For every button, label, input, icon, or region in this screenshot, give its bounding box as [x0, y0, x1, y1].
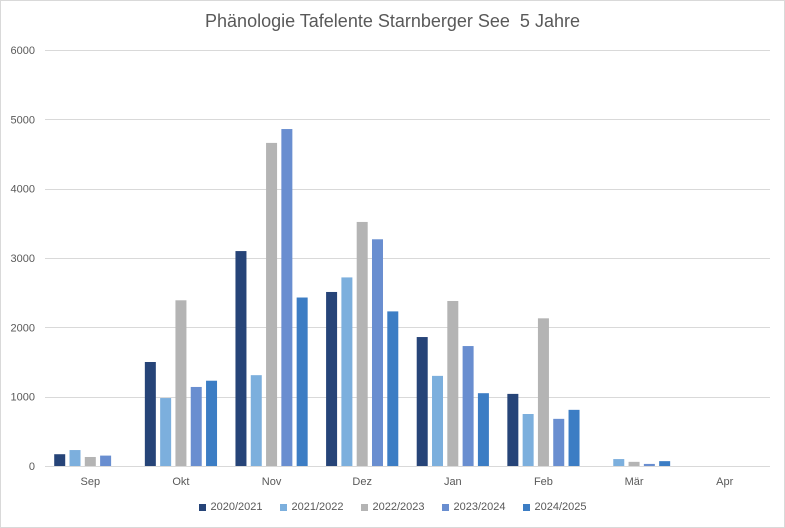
- bar-sep-2022-2023: [84, 456, 96, 466]
- y-tick-label: 2000: [11, 322, 35, 334]
- x-tick-label: Nov: [262, 476, 282, 488]
- legend: 2020/2021 2021/2022 2022/2023 2023/2024 2024…: [0, 501, 785, 513]
- legend-label: 2022/2023: [372, 501, 425, 513]
- legend-item: 2021/2022: [279, 501, 344, 513]
- x-tick-label: Jan: [444, 476, 462, 488]
- bar-sep-2023-2024: [100, 455, 112, 466]
- legend-label: 2023/2024: [453, 501, 506, 513]
- y-axis-labels: 0 1000 2000 3000 4000 5000 6000: [11, 45, 35, 473]
- bar-jan-2023-2024: [462, 346, 474, 466]
- y-tick-label: 1000: [11, 392, 35, 404]
- x-axis-labels: Sep Okt Nov Dez Jan Feb Mär Apr: [81, 476, 734, 488]
- bar-jan-2024-2025: [477, 393, 489, 466]
- bar-mär-2021-2022: [613, 459, 625, 466]
- gridlines: [45, 50, 770, 467]
- bar-okt-2023-2024: [190, 386, 202, 466]
- bar-mär-2024-2025: [659, 461, 671, 466]
- bar-nov-2022-2023: [266, 142, 278, 466]
- bar-jan-2020-2021: [416, 337, 428, 466]
- x-tick-label: Feb: [534, 476, 553, 488]
- bar-feb-2024-2025: [568, 409, 580, 466]
- bar-dez-2022-2023: [356, 221, 368, 466]
- legend-label: 2021/2022: [291, 501, 344, 513]
- bar-dez-2021-2022: [341, 277, 353, 466]
- bar-dez-2023-2024: [371, 239, 383, 466]
- legend-item: 2023/2024: [441, 501, 506, 513]
- bar-mär-2022-2023: [628, 461, 640, 466]
- bar-feb-2023-2024: [553, 418, 565, 466]
- legend-item: 2020/2021: [198, 501, 263, 513]
- bar-nov-2021-2022: [250, 375, 262, 466]
- bar-jan-2021-2022: [432, 375, 444, 466]
- legend-swatch: [441, 503, 449, 511]
- legend-label: 2024/2025: [534, 501, 587, 513]
- y-tick-label: 6000: [11, 45, 35, 57]
- x-tick-label: Sep: [81, 476, 101, 488]
- legend-swatch: [360, 503, 368, 511]
- bar-nov-2023-2024: [281, 129, 293, 467]
- x-tick-label: Dez: [352, 476, 372, 488]
- bar-jan-2022-2023: [447, 300, 459, 466]
- bar-okt-2024-2025: [206, 380, 218, 466]
- legend-item: 2024/2025: [522, 501, 587, 513]
- bar-nov-2024-2025: [296, 297, 308, 466]
- bar-feb-2021-2022: [522, 414, 534, 466]
- x-tick-label: Okt: [172, 476, 189, 488]
- bars: [54, 129, 671, 467]
- bar-okt-2022-2023: [175, 300, 187, 466]
- bar-feb-2020-2021: [507, 393, 519, 466]
- x-tick-label: Apr: [716, 476, 733, 488]
- x-tick-label: Mär: [625, 476, 644, 488]
- bar-mär-2023-2024: [643, 463, 655, 466]
- y-tick-label: 3000: [11, 253, 35, 265]
- legend-swatch: [279, 503, 287, 511]
- y-tick-label: 5000: [11, 114, 35, 126]
- bar-dez-2020-2021: [326, 291, 338, 466]
- legend-swatch: [198, 503, 206, 511]
- y-tick-label: 0: [29, 461, 35, 473]
- bar-sep-2020-2021: [54, 454, 66, 466]
- bar-nov-2020-2021: [235, 251, 247, 466]
- bar-okt-2020-2021: [144, 362, 156, 466]
- chart-title: Phänologie Tafelente Starnberger See 5 J…: [205, 11, 580, 31]
- legend-item: 2022/2023: [360, 501, 425, 513]
- legend-swatch: [522, 503, 530, 511]
- bar-okt-2021-2022: [160, 398, 172, 466]
- bar-sep-2021-2022: [69, 450, 81, 466]
- legend-label: 2020/2021: [210, 501, 263, 513]
- bar-feb-2022-2023: [537, 318, 549, 466]
- bar-dez-2024-2025: [387, 311, 399, 466]
- y-tick-label: 4000: [11, 184, 35, 196]
